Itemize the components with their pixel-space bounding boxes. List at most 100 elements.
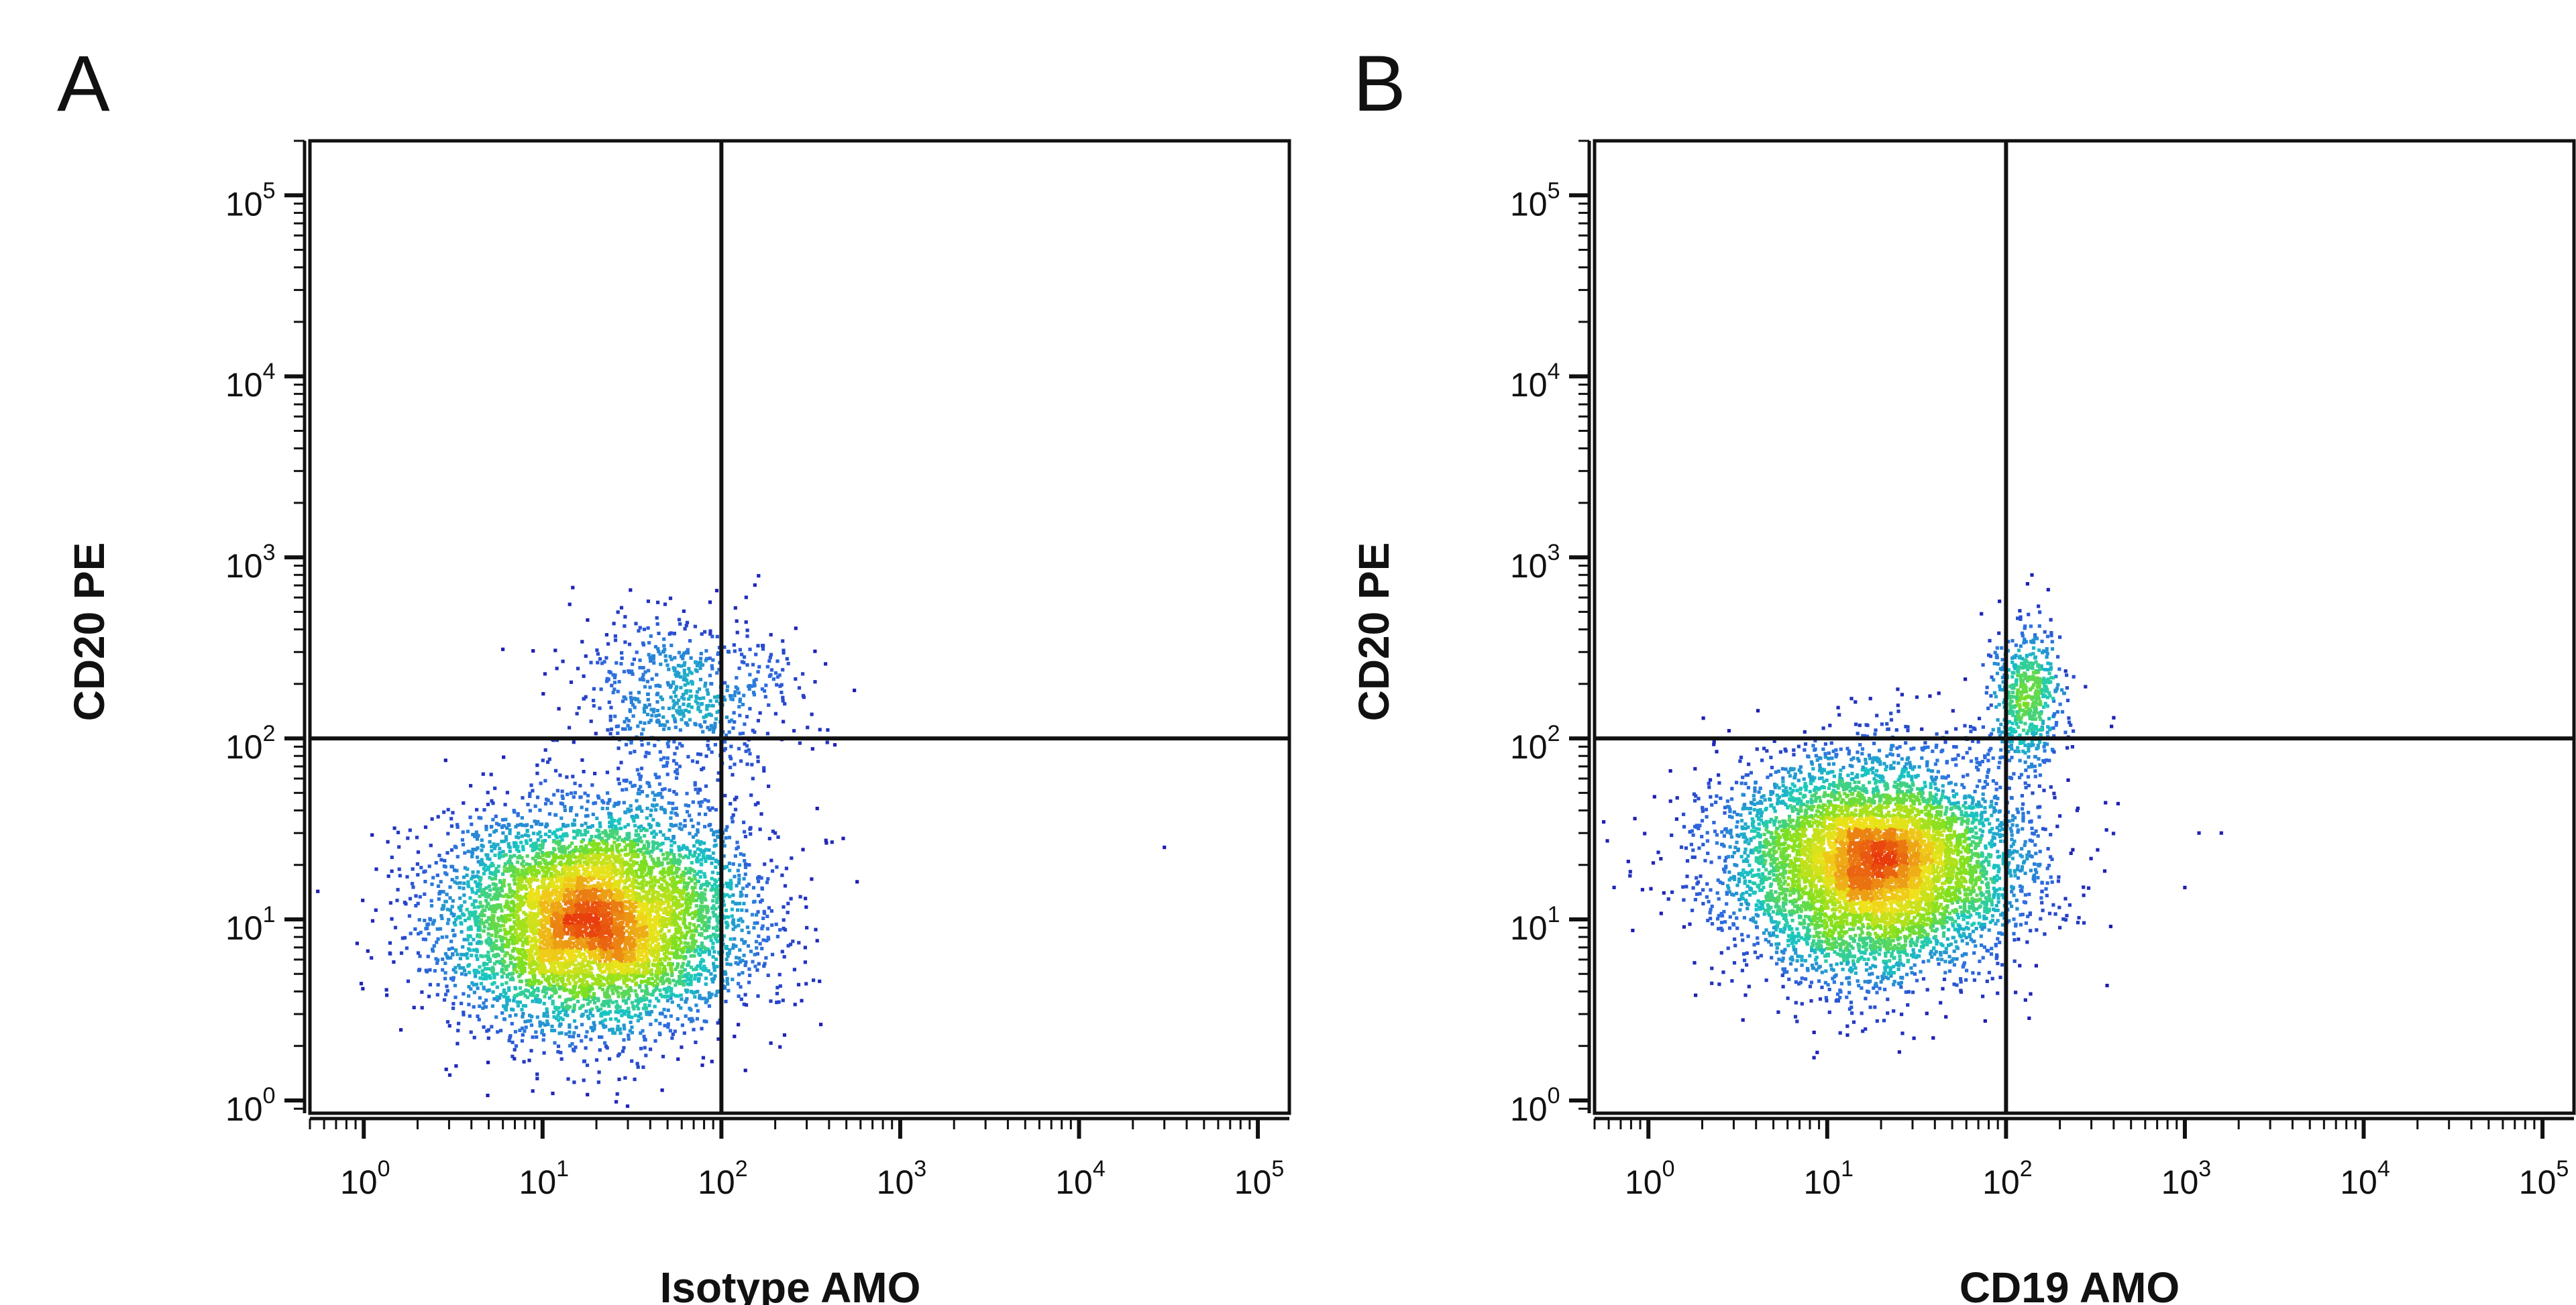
event-dot	[690, 933, 694, 937]
event-dot	[622, 974, 627, 978]
event-dot	[457, 964, 461, 968]
event-dot	[556, 1018, 560, 1022]
event-dot	[519, 884, 523, 888]
event-dot	[474, 891, 478, 895]
event-dot	[480, 969, 485, 973]
event-dot	[694, 940, 698, 944]
event-dot	[661, 980, 665, 984]
event-dot	[638, 836, 643, 840]
event-dot	[639, 979, 643, 984]
event-dot	[608, 854, 612, 858]
event-dot	[598, 821, 602, 825]
event-dot	[661, 842, 665, 846]
event-dot	[731, 813, 735, 817]
event-dot	[683, 819, 687, 823]
event-dot	[475, 837, 479, 841]
event-dot	[695, 891, 699, 895]
event-dot	[649, 944, 653, 948]
event-dot	[602, 962, 606, 966]
event-dot	[611, 991, 615, 995]
event-dot	[533, 976, 537, 980]
panel-a: A CD20 PE Isotype AMO 100 101 102 103 104 105…	[57, 40, 1291, 1305]
event-dot	[698, 918, 702, 922]
event-dot	[601, 982, 605, 986]
event-dot	[706, 806, 710, 810]
event-dot	[551, 1002, 555, 1006]
event-dot	[543, 908, 547, 912]
event-dot	[455, 868, 459, 872]
event-dot	[559, 910, 563, 914]
event-dot	[756, 994, 760, 998]
event-dot	[603, 829, 607, 833]
event-dot	[709, 972, 713, 976]
event-dot	[737, 881, 741, 885]
event-dot	[621, 869, 625, 873]
event-dot	[531, 897, 535, 901]
event-dot	[654, 890, 658, 894]
event-dot	[643, 834, 647, 838]
event-dot	[627, 1010, 631, 1014]
event-dot	[542, 1012, 546, 1016]
event-dot	[486, 856, 490, 860]
event-dot	[712, 950, 716, 954]
event-dot	[578, 849, 582, 853]
event-dot	[521, 948, 525, 952]
event-dot	[590, 783, 594, 787]
event-dot	[663, 907, 667, 911]
event-dot	[460, 952, 464, 956]
event-dot	[749, 950, 753, 954]
event-dot	[647, 932, 651, 937]
event-dot	[659, 870, 663, 874]
event-dot	[669, 986, 674, 990]
event-dot	[588, 856, 592, 860]
event-dot	[393, 925, 398, 929]
event-dot	[528, 877, 533, 881]
event-dot	[630, 867, 634, 871]
event-dot	[629, 956, 633, 960]
event-dot	[615, 1092, 619, 1096]
event-dot	[696, 945, 700, 949]
event-dot	[616, 819, 621, 823]
event-dot	[689, 954, 693, 958]
event-dot	[679, 879, 683, 883]
event-dot	[515, 1000, 519, 1004]
event-dot	[500, 840, 504, 844]
event-dot	[737, 956, 741, 960]
event-dot	[606, 912, 610, 916]
event-dot	[445, 921, 450, 925]
event-dot	[655, 803, 659, 807]
event-dot	[700, 950, 704, 954]
event-dot	[715, 830, 719, 834]
event-dot	[526, 899, 530, 903]
event-dot	[684, 945, 688, 949]
event-dot	[569, 860, 573, 864]
event-dot	[488, 840, 492, 844]
event-dot	[677, 904, 681, 908]
event-dot	[581, 838, 586, 842]
event-dot	[536, 979, 540, 983]
event-dot	[519, 920, 523, 924]
event-dot	[425, 923, 429, 927]
event-dot	[435, 961, 439, 965]
event-dot	[535, 878, 539, 883]
event-dot	[637, 1007, 641, 1011]
event-dot	[434, 861, 438, 865]
event-dot	[561, 1017, 565, 1021]
event-dot	[589, 860, 593, 864]
event-dot	[625, 891, 629, 895]
event-dot	[600, 1035, 604, 1039]
event-dot	[616, 930, 620, 934]
event-dot	[745, 925, 749, 929]
event-dot	[500, 889, 504, 893]
event-dot	[741, 958, 745, 962]
event-dot	[565, 917, 569, 921]
event-dot	[587, 934, 592, 938]
event-dot	[521, 1012, 525, 1016]
event-dot	[601, 831, 605, 835]
event-dot	[436, 982, 440, 987]
event-dot	[612, 855, 616, 859]
event-dot	[716, 1021, 720, 1025]
event-dot	[687, 897, 691, 901]
event-dot	[527, 1058, 531, 1062]
event-dot	[591, 906, 595, 910]
